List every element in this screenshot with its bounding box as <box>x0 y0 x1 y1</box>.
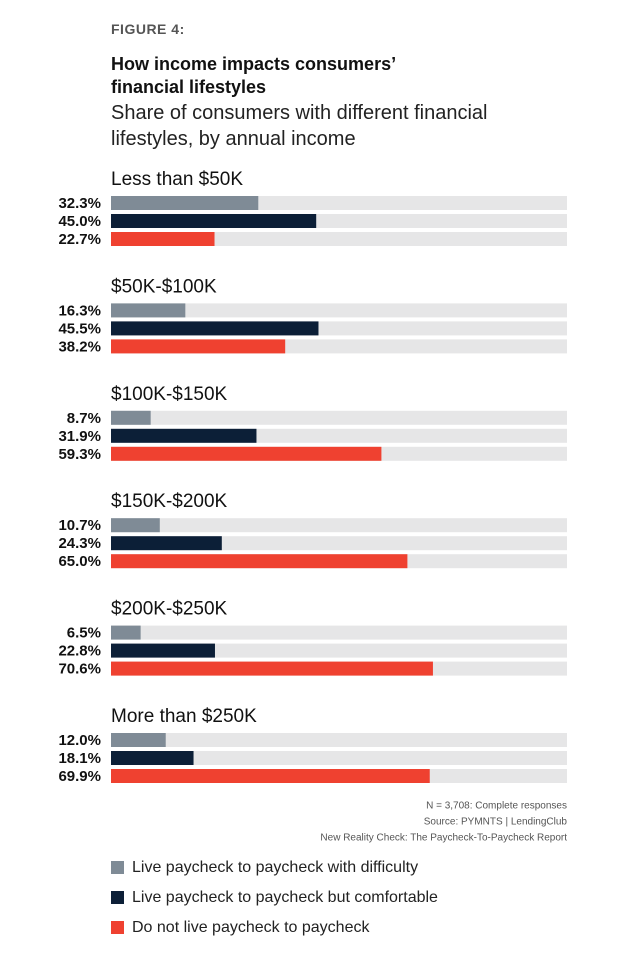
bar <box>111 536 222 551</box>
bar-track <box>111 303 567 318</box>
value-label: 59.3% <box>58 446 101 463</box>
legend-label: Do not live paycheck to paycheck <box>132 919 370 936</box>
source-note: New Reality Check: The Paycheck-To-Paych… <box>320 833 567 844</box>
group-label: $200K-$250K <box>111 599 228 620</box>
bar <box>111 214 317 228</box>
group-label: $50K-$100K <box>111 276 217 297</box>
bar <box>111 554 408 569</box>
value-label: 69.9% <box>58 768 101 785</box>
bar <box>111 428 257 443</box>
legend-label: Live paycheck to paycheck but comfortabl… <box>132 889 438 906</box>
bar-track <box>111 410 567 425</box>
value-label: 24.3% <box>58 535 101 552</box>
legend-swatch <box>111 861 124 874</box>
bar <box>111 769 430 783</box>
bar <box>111 446 382 461</box>
value-label: 6.5% <box>67 625 101 642</box>
bar <box>111 321 319 336</box>
legend-swatch <box>111 921 124 934</box>
bar <box>111 643 215 658</box>
group-label: $100K-$150K <box>111 384 228 405</box>
source-note: Source: PYMNTS | LendingClub <box>424 817 568 828</box>
value-label: 65.0% <box>58 553 101 570</box>
bar <box>111 232 215 246</box>
value-label: 38.2% <box>58 338 101 355</box>
value-label: 12.0% <box>58 732 101 749</box>
bar <box>111 733 166 747</box>
group-label: Less than $50K <box>111 169 243 190</box>
value-label: 10.7% <box>58 517 101 534</box>
bar <box>111 625 141 640</box>
figure-label: FIGURE 4: <box>111 21 185 37</box>
chart-subtitle: Share of consumers with different financ… <box>111 102 488 150</box>
value-label: 45.0% <box>58 213 101 230</box>
value-label: 8.7% <box>67 410 101 427</box>
bar-track <box>111 518 567 533</box>
bar-track <box>111 625 567 640</box>
group-label: More than $250K <box>111 706 257 727</box>
bar <box>111 339 286 354</box>
bar <box>111 410 151 425</box>
bar-track <box>111 733 567 747</box>
bar <box>111 303 186 318</box>
bar <box>111 751 194 765</box>
value-label: 45.5% <box>58 320 101 337</box>
value-label: 22.8% <box>58 643 101 660</box>
value-label: 18.1% <box>58 750 101 767</box>
bar-track <box>111 643 567 658</box>
legend-swatch <box>111 891 124 904</box>
bar <box>111 661 433 676</box>
bar-track <box>111 751 567 765</box>
bar <box>111 196 259 210</box>
value-label: 32.3% <box>58 195 101 212</box>
chart-title: How income impacts consumers’ financial … <box>111 54 396 97</box>
bar-track <box>111 536 567 551</box>
value-label: 22.7% <box>58 231 101 248</box>
bar-track <box>111 232 567 246</box>
bar <box>111 518 160 533</box>
group-label: $150K-$200K <box>111 491 228 512</box>
value-label: 70.6% <box>58 661 101 678</box>
value-label: 31.9% <box>58 428 101 445</box>
legend-label: Live paycheck to paycheck with difficult… <box>132 859 418 876</box>
value-label: 16.3% <box>58 302 101 319</box>
source-note: N = 3,708: Complete responses <box>426 801 567 812</box>
